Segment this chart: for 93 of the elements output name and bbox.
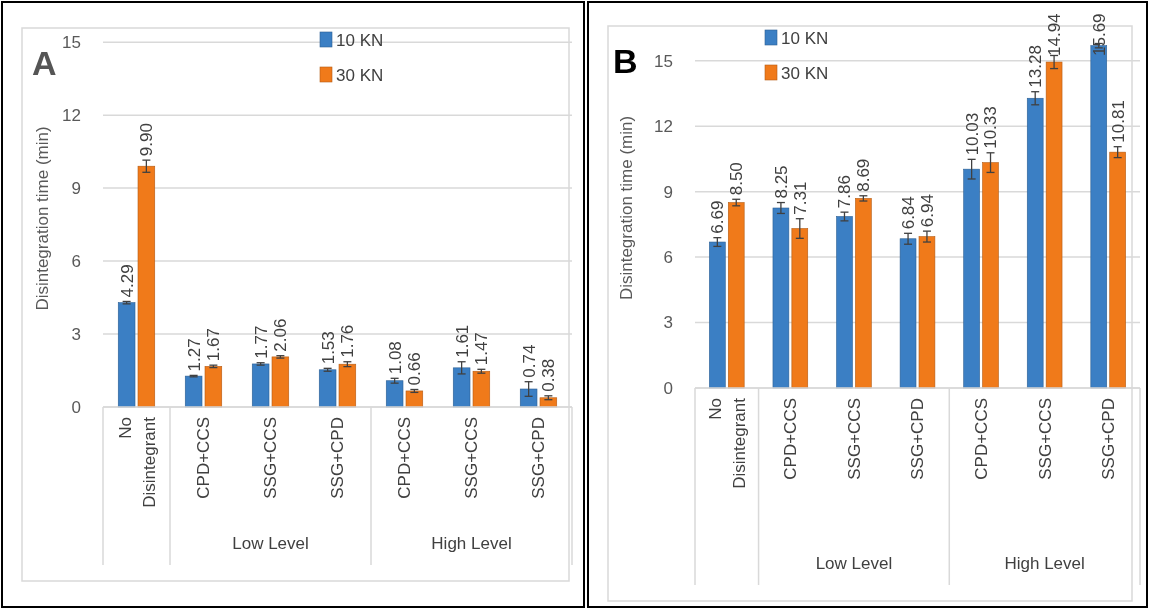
data-label: 6.94 xyxy=(917,194,937,228)
bar xyxy=(338,363,357,408)
text: High Level xyxy=(431,534,512,553)
bar xyxy=(117,302,136,408)
y-tick-label: 3 xyxy=(71,324,81,344)
y-tick-label: 9 xyxy=(71,179,81,199)
data-label: 1.77 xyxy=(251,325,271,359)
text: Low Level xyxy=(815,554,893,573)
x-tick-label: CPD+CCS xyxy=(972,398,992,480)
data-label: 8.25 xyxy=(771,165,791,199)
x-tick-label: SSG+CCS xyxy=(261,417,281,499)
bar xyxy=(204,366,223,408)
data-label: 15.69 xyxy=(1089,13,1109,56)
text: High Level xyxy=(1004,554,1085,573)
x-tick-label: SSG+CPD xyxy=(908,398,928,480)
bar xyxy=(318,369,337,408)
bar xyxy=(271,356,290,408)
data-label: 6.69 xyxy=(708,200,728,234)
bar xyxy=(405,390,424,408)
bar xyxy=(539,397,558,408)
y-tick-label: 0 xyxy=(663,378,673,398)
data-label: 2.06 xyxy=(271,318,291,352)
x-tick-label: SSG+CPD xyxy=(529,417,549,499)
bar xyxy=(472,370,491,408)
data-label: 0.74 xyxy=(519,344,539,378)
data-label: 7.86 xyxy=(835,175,855,209)
data-label: 6.84 xyxy=(899,196,918,230)
x-tick-label: CPD+CCS xyxy=(395,417,415,499)
data-label: 1.47 xyxy=(472,332,492,366)
y-axis-title: Disintegration time (min) xyxy=(617,115,636,301)
bar xyxy=(452,367,471,408)
y-tick-label: 6 xyxy=(663,248,673,268)
x-tick-label: No Disintegrant xyxy=(115,416,159,508)
x-tick-label: SSG+CCS xyxy=(1035,398,1055,480)
x-tick-label: CPD+CCS xyxy=(194,417,214,499)
y-tick-label: 12 xyxy=(654,117,673,137)
y-tick-label: 9 xyxy=(663,182,673,202)
data-label: 8.50 xyxy=(727,162,747,196)
bar xyxy=(855,198,872,389)
data-label: 14.94 xyxy=(1045,13,1065,56)
bar xyxy=(918,236,936,389)
bar xyxy=(791,228,809,389)
bar xyxy=(899,238,917,389)
bar xyxy=(982,162,999,389)
data-label: 1.61 xyxy=(452,324,472,358)
legend-label: 10 KN xyxy=(781,28,829,48)
y-tick-label: 15 xyxy=(654,51,673,71)
data-label: 7.31 xyxy=(790,181,810,215)
bar xyxy=(727,202,745,389)
bar xyxy=(385,380,404,408)
bar xyxy=(1109,151,1126,389)
x-tick-label: No Disintegrant xyxy=(705,397,749,489)
data-label: 10.03 xyxy=(962,112,982,156)
chart-title: A xyxy=(32,44,57,82)
bar xyxy=(772,207,790,389)
y-axis-title: Disintegration time (min) xyxy=(33,126,52,311)
data-label: 1.27 xyxy=(184,338,204,372)
chart-title: B xyxy=(613,42,638,80)
bar xyxy=(963,168,980,389)
bar xyxy=(1045,61,1063,389)
data-label: 9.90 xyxy=(137,123,157,157)
data-label: 1.76 xyxy=(338,324,358,358)
data-label: 1.53 xyxy=(318,331,338,365)
x-tick-label: SSG+CCS xyxy=(462,417,482,499)
bar xyxy=(137,165,156,408)
data-label: 10.33 xyxy=(981,106,1001,149)
x-tick-label: SSG+CCS xyxy=(844,398,864,480)
y-tick-label: 0 xyxy=(71,397,81,417)
data-label: 1.08 xyxy=(385,341,405,375)
data-label: 1.67 xyxy=(204,328,224,362)
data-label: 4.29 xyxy=(117,264,137,298)
legend-label: 10 KN xyxy=(336,30,384,50)
bar xyxy=(836,216,853,389)
bar xyxy=(251,363,270,408)
bar xyxy=(1026,97,1044,389)
x-tick-label: SSG+CPD xyxy=(1099,398,1119,480)
y-tick-label: 3 xyxy=(663,313,673,333)
legend-label: 30 KN xyxy=(781,63,829,83)
data-label: 0.66 xyxy=(405,352,425,386)
y-tick-label: 15 xyxy=(62,33,81,53)
data-label: 8.69 xyxy=(854,158,874,192)
bar xyxy=(519,388,538,408)
y-tick-label: 12 xyxy=(62,106,81,126)
data-label: 0.38 xyxy=(539,358,559,392)
y-tick-label: 6 xyxy=(71,252,81,272)
x-tick-label: CPD+CCS xyxy=(781,398,801,480)
data-label: 13.28 xyxy=(1026,45,1046,88)
legend-label: 30 KN xyxy=(336,65,384,85)
bar xyxy=(184,375,203,408)
text: Low Level xyxy=(232,534,309,553)
bar xyxy=(709,241,726,389)
x-tick-label: SSG+CPD xyxy=(328,417,348,499)
data-label: 10.81 xyxy=(1108,100,1128,143)
